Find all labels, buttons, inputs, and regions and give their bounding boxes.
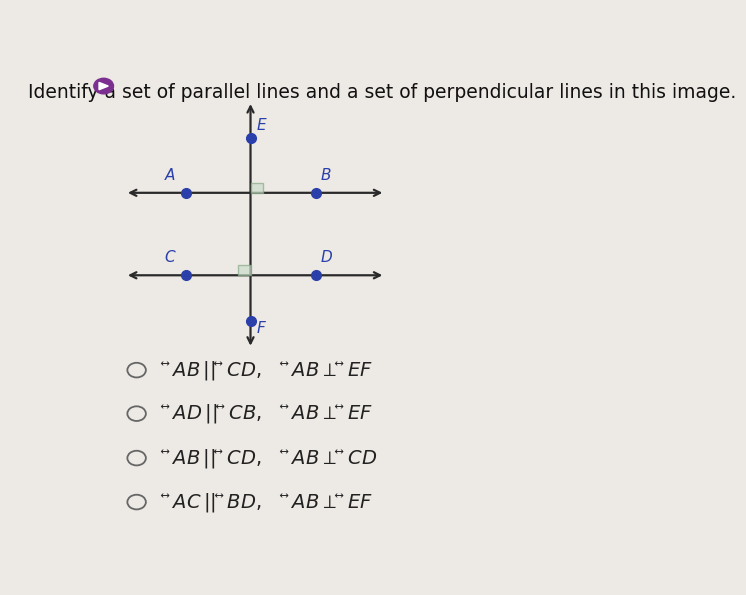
Text: $\overleftrightarrow{\mathit{AC}}\,||\,\overleftrightarrow{\mathit{BD}},\quad\ov: $\overleftrightarrow{\mathit{AC}}\,||\,\… xyxy=(160,490,373,513)
Text: D: D xyxy=(320,250,332,265)
Circle shape xyxy=(94,79,113,94)
Text: $\overleftrightarrow{\mathit{AB}}\,||\,\overleftrightarrow{\mathit{CD}},\quad\ov: $\overleftrightarrow{\mathit{AB}}\,||\,\… xyxy=(160,359,373,381)
Bar xyxy=(251,183,263,193)
Text: $\overleftrightarrow{\mathit{AD}}\,||\,\overleftrightarrow{\mathit{CB}},\quad\ov: $\overleftrightarrow{\mathit{AD}}\,||\,\… xyxy=(160,402,373,425)
Text: Identify a set of parallel lines and a set of perpendicular lines in this image.: Identify a set of parallel lines and a s… xyxy=(28,83,736,102)
Text: C: C xyxy=(164,250,175,265)
Text: F: F xyxy=(257,321,266,336)
Text: B: B xyxy=(321,168,331,183)
Polygon shape xyxy=(99,82,108,90)
Text: E: E xyxy=(256,118,266,133)
Text: A: A xyxy=(164,168,175,183)
Bar xyxy=(238,265,251,275)
Text: $\overleftrightarrow{\mathit{AB}}\,||\,\overleftrightarrow{\mathit{CD}},\quad\ov: $\overleftrightarrow{\mathit{AB}}\,||\,\… xyxy=(160,447,377,469)
